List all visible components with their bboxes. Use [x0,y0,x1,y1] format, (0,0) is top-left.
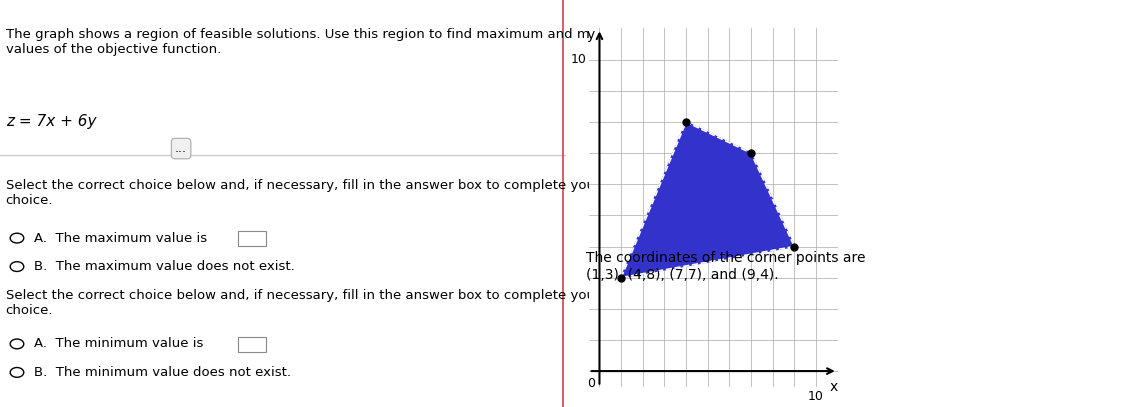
Text: 10: 10 [808,390,824,403]
Text: ...: ... [175,142,187,155]
Text: The graph shows a region of feasible solutions. Use this region to find maximum : The graph shows a region of feasible sol… [6,28,640,57]
Text: A.  The minimum value is: A. The minimum value is [34,337,204,350]
Text: 0: 0 [586,377,594,390]
Text: B.  The minimum value does not exist.: B. The minimum value does not exist. [34,366,291,379]
Text: The coordinates of the corner points are
(1,3), (4,8), (7,7), and (9,4).: The coordinates of the corner points are… [586,251,865,282]
Text: y: y [586,28,595,42]
Text: Select the correct choice below and, if necessary, fill in the answer box to com: Select the correct choice below and, if … [6,289,600,317]
Circle shape [10,262,24,271]
Circle shape [10,368,24,377]
Text: Select the correct choice below and, if necessary, fill in the answer box to com: Select the correct choice below and, if … [6,179,600,207]
Text: 10: 10 [571,53,586,66]
Text: B.  The maximum value does not exist.: B. The maximum value does not exist. [34,260,294,273]
Circle shape [10,233,24,243]
Bar [238,337,266,352]
Polygon shape [621,122,795,278]
Text: z = 7x + 6y: z = 7x + 6y [6,114,96,129]
Text: x: x [830,380,838,394]
Bar [238,231,266,246]
Text: A.  The maximum value is: A. The maximum value is [34,232,207,245]
Circle shape [10,339,24,349]
